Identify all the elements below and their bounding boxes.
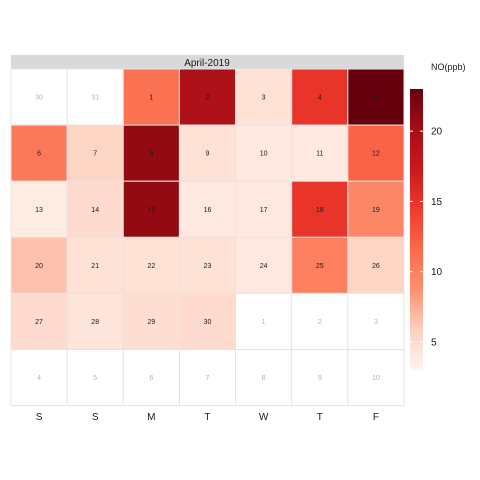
day-number: 24	[260, 263, 268, 270]
day-number: 26	[372, 263, 380, 270]
day-cell	[291, 236, 349, 294]
weekday-label: F	[373, 412, 379, 423]
day-number: 8	[262, 375, 266, 382]
day-number: 23	[204, 263, 212, 270]
day-number: 17	[260, 207, 268, 214]
legend-tick-label: 15	[431, 197, 443, 208]
day-number: 25	[316, 263, 324, 270]
day-cell	[66, 349, 124, 407]
day-cell	[10, 180, 68, 238]
day-number: 7	[93, 151, 97, 158]
weekday-label: T	[317, 412, 323, 423]
day-cell	[347, 236, 405, 294]
weekday-label: W	[259, 412, 269, 423]
day-cell	[235, 68, 293, 126]
day-number: 18	[316, 207, 324, 214]
day-cell	[10, 292, 68, 350]
day-number: 1	[262, 319, 266, 326]
day-number: 3	[374, 319, 378, 326]
day-number: 3	[262, 95, 266, 102]
day-number: 6	[37, 151, 41, 158]
day-cell	[10, 349, 68, 407]
day-number: 19	[372, 207, 380, 214]
day-number: 8	[149, 151, 153, 158]
day-cell	[291, 292, 349, 350]
day-cell	[10, 236, 68, 294]
day-number: 27	[35, 319, 43, 326]
day-cell	[235, 292, 293, 350]
day-cell	[347, 349, 405, 407]
legend-tick-label: 5	[431, 337, 437, 348]
day-number: 2	[206, 95, 210, 102]
legend-tick-label: 20	[431, 127, 443, 138]
day-number: 4	[37, 375, 41, 382]
day-cell	[122, 236, 180, 294]
weekday-label: T	[204, 412, 210, 423]
legend-title: NO(ppb)	[431, 62, 466, 72]
day-number: 30	[204, 319, 212, 326]
day-cell	[178, 292, 237, 350]
day-number: 16	[204, 207, 212, 214]
day-cell	[291, 124, 349, 182]
day-cell	[178, 236, 237, 294]
day-cell	[347, 68, 405, 126]
weekday-label: S	[92, 412, 99, 423]
day-number: 12	[372, 151, 380, 158]
day-cell	[347, 292, 405, 350]
legend-colorbar	[410, 89, 423, 370]
day-number: 11	[316, 151, 323, 158]
day-number: 31	[91, 95, 99, 102]
day-cell	[122, 292, 180, 350]
day-cell	[347, 124, 405, 182]
day-number: 1	[149, 95, 153, 102]
day-cell	[178, 349, 237, 407]
day-cell	[178, 180, 237, 238]
day-cell	[347, 180, 405, 238]
day-number: 29	[147, 319, 155, 326]
day-number: 4	[318, 95, 322, 102]
day-cell	[235, 124, 293, 182]
day-number: 5	[374, 95, 378, 102]
day-cell	[66, 124, 124, 182]
day-number: 20	[35, 263, 43, 270]
color-legend: NO(ppb) 5 10 15 20	[410, 62, 466, 370]
day-number: 22	[147, 263, 155, 270]
day-number: 9	[206, 151, 210, 158]
weekday-label: S	[36, 412, 43, 423]
day-cell	[235, 180, 293, 238]
day-cell	[122, 349, 180, 407]
legend-ticks: 5 10 15 20	[410, 127, 443, 348]
day-number: 10	[260, 151, 268, 158]
day-number: 2	[318, 319, 322, 326]
day-number: 30	[35, 95, 43, 102]
day-number: 14	[91, 207, 99, 214]
day-number: 28	[91, 319, 99, 326]
day-number: 13	[35, 207, 43, 214]
day-number: 5	[93, 375, 97, 382]
day-number: 10	[372, 375, 380, 382]
day-number: 6	[149, 375, 153, 382]
day-cell	[291, 68, 349, 126]
weekday-label: M	[147, 412, 155, 423]
month-strip	[11, 55, 404, 69]
day-cell	[178, 124, 237, 182]
legend-tick-label: 10	[431, 267, 443, 278]
day-cell	[10, 124, 68, 182]
day-number: 7	[206, 375, 210, 382]
month-title: April-2019	[184, 58, 230, 69]
day-number: 21	[91, 263, 99, 270]
day-number: 9	[318, 375, 322, 382]
day-number: 15	[147, 207, 155, 214]
day-cell	[291, 349, 349, 407]
